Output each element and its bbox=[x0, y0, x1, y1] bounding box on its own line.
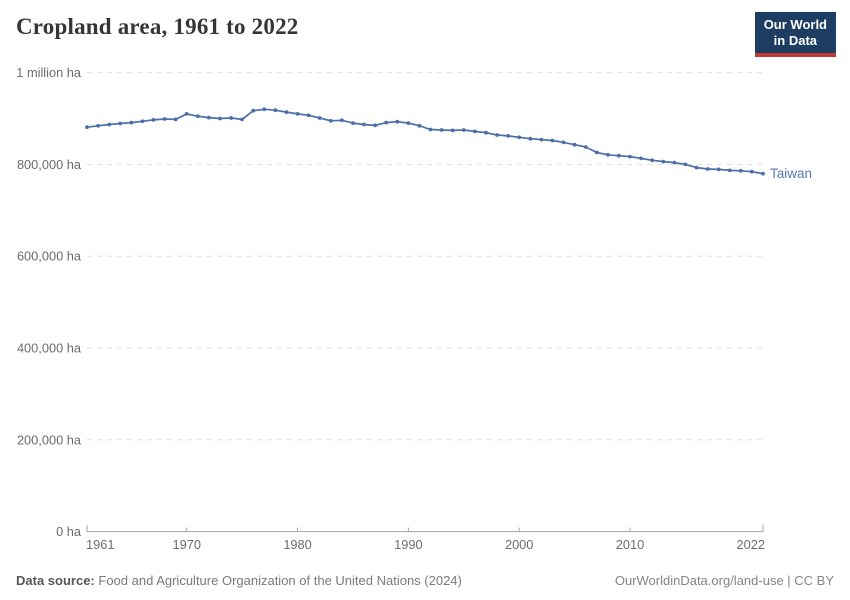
data-point bbox=[273, 108, 278, 113]
data-point bbox=[295, 112, 300, 116]
data-point bbox=[395, 119, 400, 124]
data-point bbox=[229, 116, 234, 120]
data-point bbox=[539, 137, 544, 142]
data-point bbox=[317, 116, 322, 120]
data-point bbox=[583, 145, 588, 149]
data-point bbox=[750, 169, 754, 174]
data-point bbox=[450, 128, 455, 133]
data-point bbox=[85, 125, 89, 130]
data-point bbox=[362, 122, 366, 127]
data-point bbox=[606, 152, 610, 157]
data-point bbox=[439, 128, 444, 132]
data-point bbox=[672, 160, 677, 165]
data-point bbox=[151, 118, 156, 122]
y-tick-label: 200,000 ha bbox=[17, 432, 82, 447]
data-point bbox=[96, 123, 100, 128]
chart-title: Cropland area, 1961 to 2022 bbox=[16, 14, 299, 39]
footer-url-license[interactable]: OurWorldinData.org/land-use | CC BY bbox=[614, 573, 834, 588]
data-point bbox=[617, 153, 621, 158]
data-point bbox=[639, 156, 643, 161]
y-tick-label: 600,000 ha bbox=[17, 249, 82, 264]
data-point bbox=[495, 133, 499, 137]
data-source-line: Data source: Food and Agriculture Organi… bbox=[16, 573, 462, 588]
data-point bbox=[251, 108, 256, 113]
owid-logo[interactable]: Our World in Data bbox=[754, 12, 836, 57]
data-point bbox=[140, 119, 145, 124]
data-point bbox=[661, 159, 666, 164]
data-point bbox=[572, 142, 577, 147]
data-point bbox=[428, 127, 433, 132]
data-point bbox=[461, 128, 466, 132]
data-point bbox=[528, 136, 533, 141]
data-point bbox=[218, 116, 222, 121]
data-point bbox=[683, 162, 688, 167]
data-point bbox=[650, 158, 655, 163]
x-tick-label: 2010 bbox=[616, 537, 644, 552]
data-point bbox=[340, 118, 344, 123]
data-point bbox=[561, 140, 566, 145]
data-point bbox=[207, 115, 211, 120]
data-point bbox=[173, 117, 178, 122]
data-point bbox=[694, 165, 699, 170]
data-point bbox=[550, 138, 555, 143]
x-tick-label: 1961 bbox=[86, 537, 114, 552]
data-point bbox=[306, 113, 311, 118]
chart-footer: Data source: Food and Agriculture Organi… bbox=[16, 573, 834, 588]
data-point bbox=[484, 130, 488, 135]
data-point bbox=[727, 168, 732, 173]
data-point bbox=[262, 107, 267, 112]
x-tick-label: 1990 bbox=[394, 537, 422, 552]
data-point bbox=[506, 134, 510, 138]
y-tick-label: 0 ha bbox=[56, 524, 82, 539]
data-point bbox=[240, 117, 245, 122]
data-point bbox=[384, 120, 389, 125]
x-tick-label: 1980 bbox=[283, 537, 311, 552]
x-tick-label: 2022 bbox=[737, 537, 765, 552]
data-point bbox=[107, 122, 112, 127]
data-point bbox=[761, 171, 765, 176]
data-point bbox=[118, 121, 123, 126]
series-end-label: Taiwan bbox=[770, 166, 812, 181]
data-point bbox=[373, 123, 377, 128]
data-point bbox=[705, 167, 710, 171]
x-tick-label: 2000 bbox=[505, 537, 533, 552]
data-point bbox=[628, 154, 632, 159]
owid-logo-line1: Our World bbox=[763, 17, 827, 32]
y-tick-label: 400,000 ha bbox=[17, 341, 82, 356]
data-point bbox=[184, 112, 189, 116]
data-point bbox=[284, 110, 289, 114]
data-point bbox=[351, 121, 355, 125]
y-tick-label: 800,000 ha bbox=[17, 157, 82, 172]
data-point bbox=[328, 118, 333, 123]
data-source-text: Food and Agriculture Organization of the… bbox=[98, 573, 462, 588]
data-point bbox=[162, 117, 167, 121]
data-point bbox=[129, 120, 134, 125]
data-point bbox=[738, 168, 743, 173]
y-tick-label: 1 million ha bbox=[16, 65, 82, 80]
owid-logo-line2: in Data bbox=[773, 32, 818, 48]
data-point bbox=[594, 150, 599, 155]
data-point bbox=[473, 129, 477, 134]
data-point bbox=[716, 167, 721, 172]
data-point bbox=[417, 123, 422, 128]
x-tick-label: 1970 bbox=[173, 537, 201, 552]
data-point bbox=[517, 135, 522, 140]
data-point bbox=[406, 121, 411, 125]
data-source-label: Data source: bbox=[16, 573, 95, 588]
data-point bbox=[195, 114, 200, 119]
